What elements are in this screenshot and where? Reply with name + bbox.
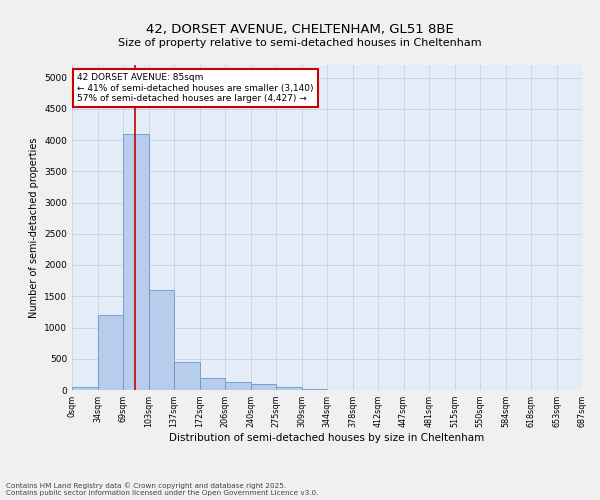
Bar [123,134,149,390]
Bar [302,389,327,390]
Bar [174,362,199,390]
Bar [149,290,174,390]
X-axis label: Distribution of semi-detached houses by size in Cheltenham: Distribution of semi-detached houses by … [169,433,485,443]
Bar [72,387,97,390]
Bar [199,378,225,390]
Bar [251,384,276,390]
Text: 42 DORSET AVENUE: 85sqm
← 41% of semi-detached houses are smaller (3,140)
57% of: 42 DORSET AVENUE: 85sqm ← 41% of semi-de… [77,73,314,103]
Bar [276,387,302,390]
Text: Contains HM Land Registry data © Crown copyright and database right 2025.: Contains HM Land Registry data © Crown c… [6,482,286,489]
Text: Size of property relative to semi-detached houses in Cheltenham: Size of property relative to semi-detach… [118,38,482,48]
Y-axis label: Number of semi-detached properties: Number of semi-detached properties [29,137,38,318]
Text: Contains public sector information licensed under the Open Government Licence v3: Contains public sector information licen… [6,490,319,496]
Text: 42, DORSET AVENUE, CHELTENHAM, GL51 8BE: 42, DORSET AVENUE, CHELTENHAM, GL51 8BE [146,22,454,36]
Bar [225,382,251,390]
Bar [97,315,123,390]
